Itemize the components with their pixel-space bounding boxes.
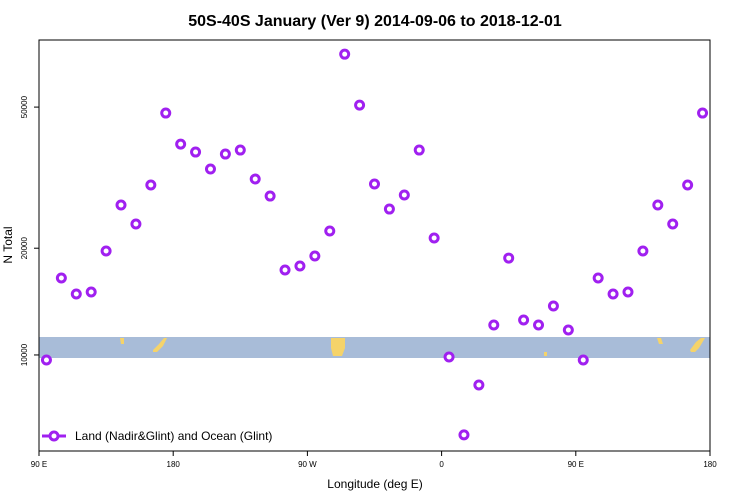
data-point (204, 163, 216, 175)
data-point (85, 286, 97, 298)
data-point (100, 245, 112, 257)
data-point (279, 264, 291, 276)
x-tick-label: 180 (167, 460, 181, 469)
data-point (369, 178, 380, 190)
y-tick-label: 20000 (20, 237, 29, 260)
data-point (547, 300, 559, 312)
data-point (607, 288, 619, 300)
data-point (339, 48, 351, 60)
data-point (309, 250, 321, 262)
y-axis-label: N Total (1, 226, 15, 263)
data-point (70, 288, 82, 300)
data-point (219, 148, 231, 160)
data-point (518, 314, 530, 326)
data-point (458, 429, 470, 441)
chart-title: 50S-40S January (Ver 9) 2014-09-06 to 20… (188, 13, 562, 30)
data-point (622, 286, 634, 298)
legend: Land (Nadir&Glint) and Ocean (Glint) (42, 429, 272, 443)
data-point (682, 179, 694, 191)
data-point (443, 351, 455, 363)
ocean-band (39, 337, 710, 358)
map-strip (39, 337, 710, 358)
x-tick-label: 90 W (298, 460, 317, 469)
data-point (428, 232, 440, 244)
data-point (562, 324, 574, 336)
data-point (55, 272, 67, 284)
data-point (40, 354, 52, 366)
data-point (234, 144, 246, 156)
data-point (637, 245, 649, 257)
legend-label: Land (Nadir&Glint) and Ocean (Glint) (75, 429, 272, 443)
data-point (667, 218, 679, 230)
legend-marker (48, 430, 60, 442)
data-point (697, 107, 709, 119)
data-point (115, 199, 127, 211)
plot-frame (38, 39, 711, 452)
data-point (354, 99, 366, 111)
data-point (592, 272, 604, 284)
data-point (294, 260, 306, 272)
data-point (130, 218, 142, 230)
y-tick-label: 50000 (20, 95, 29, 118)
data-point (488, 319, 500, 331)
x-tick-label: 0 (439, 460, 444, 469)
data-point (413, 144, 425, 156)
data-point (652, 199, 664, 211)
x-tick-label: 90 E (31, 460, 47, 469)
data-point (264, 190, 276, 202)
data-point (383, 203, 395, 215)
data-point (473, 379, 485, 391)
x-tick-label: 180 (703, 460, 717, 469)
data-point (160, 107, 172, 119)
data-point (398, 189, 410, 201)
data-point (145, 179, 157, 191)
data-point (503, 252, 515, 264)
data-point (577, 354, 589, 366)
data-point (533, 319, 545, 331)
data-point (175, 138, 187, 150)
data-point (324, 225, 336, 237)
x-tick-label: 90 E (568, 460, 584, 469)
y-tick-label: 10000 (20, 343, 29, 366)
data-point (249, 173, 261, 185)
x-axis-label: Longitude (deg E) (327, 477, 422, 491)
data-point (190, 146, 202, 158)
